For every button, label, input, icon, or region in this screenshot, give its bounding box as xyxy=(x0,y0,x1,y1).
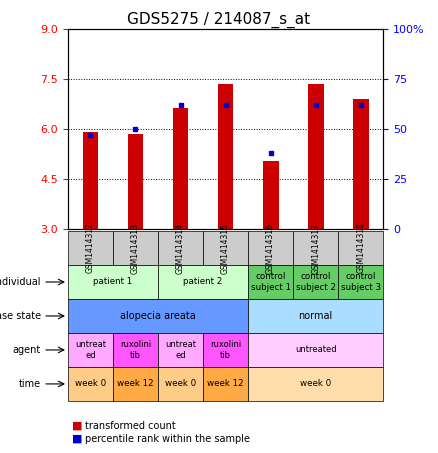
Bar xyxy=(68,333,113,367)
Bar xyxy=(158,265,248,299)
Bar xyxy=(68,265,158,299)
Text: GSM1414313: GSM1414313 xyxy=(131,222,140,274)
Bar xyxy=(203,333,248,367)
Bar xyxy=(218,84,233,229)
Bar xyxy=(263,161,279,229)
Text: control
subject 2: control subject 2 xyxy=(296,272,336,292)
Text: GSM1414318: GSM1414318 xyxy=(356,222,365,274)
Text: week 12: week 12 xyxy=(207,380,244,388)
Text: ■: ■ xyxy=(72,421,83,431)
Text: GSM1414315: GSM1414315 xyxy=(221,222,230,274)
Bar xyxy=(203,231,248,265)
Text: week 0: week 0 xyxy=(165,380,196,388)
Bar xyxy=(293,265,338,299)
Text: ruxolini
tib: ruxolini tib xyxy=(210,340,241,360)
Text: week 12: week 12 xyxy=(117,380,154,388)
Bar xyxy=(113,333,158,367)
Bar xyxy=(203,367,248,401)
Text: alopecia areata: alopecia areata xyxy=(120,311,196,321)
Text: week 0: week 0 xyxy=(300,380,331,388)
Bar xyxy=(68,367,113,401)
Text: untreat
ed: untreat ed xyxy=(75,340,106,360)
Text: GSM1414316: GSM1414316 xyxy=(266,222,275,274)
Text: normal: normal xyxy=(299,311,333,321)
Text: GSM1414314: GSM1414314 xyxy=(176,222,185,274)
Bar xyxy=(113,367,158,401)
Text: untreat
ed: untreat ed xyxy=(165,340,196,360)
Text: ruxolini
tib: ruxolini tib xyxy=(120,340,151,360)
Text: patient 2: patient 2 xyxy=(184,278,223,286)
Bar xyxy=(127,134,143,229)
Bar xyxy=(113,231,158,265)
Text: GSM1414312: GSM1414312 xyxy=(86,222,95,274)
Bar xyxy=(248,333,383,367)
Text: untreated: untreated xyxy=(295,346,336,354)
Bar xyxy=(68,231,113,265)
Bar xyxy=(173,107,188,229)
Text: GDS5275 / 214087_s_at: GDS5275 / 214087_s_at xyxy=(127,11,311,28)
Bar xyxy=(308,84,324,229)
Bar xyxy=(338,265,383,299)
Bar xyxy=(293,231,338,265)
Bar xyxy=(338,231,383,265)
Bar xyxy=(248,265,293,299)
Text: agent: agent xyxy=(13,345,41,355)
Text: time: time xyxy=(19,379,41,389)
Text: week 0: week 0 xyxy=(75,380,106,388)
Text: individual: individual xyxy=(0,277,41,287)
Bar xyxy=(158,231,203,265)
Bar xyxy=(82,132,98,229)
Text: percentile rank within the sample: percentile rank within the sample xyxy=(85,434,251,443)
Bar xyxy=(158,333,203,367)
Text: patient 1: patient 1 xyxy=(93,278,133,286)
Bar xyxy=(248,299,383,333)
Text: ■: ■ xyxy=(72,434,83,443)
Bar xyxy=(248,367,383,401)
Text: GSM1414317: GSM1414317 xyxy=(311,222,320,274)
Text: control
subject 3: control subject 3 xyxy=(341,272,381,292)
Text: transformed count: transformed count xyxy=(85,421,176,431)
Bar xyxy=(68,299,248,333)
Bar xyxy=(353,99,369,229)
Text: control
subject 1: control subject 1 xyxy=(251,272,291,292)
Text: disease state: disease state xyxy=(0,311,41,321)
Bar xyxy=(158,367,203,401)
Bar xyxy=(248,231,293,265)
